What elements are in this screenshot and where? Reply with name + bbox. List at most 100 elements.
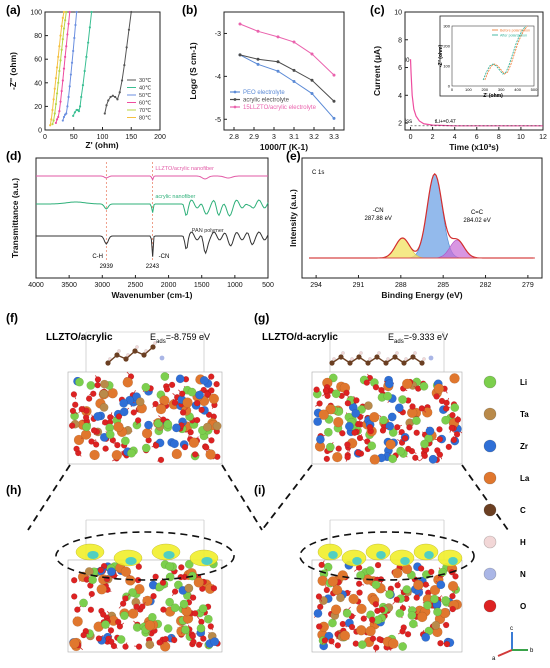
a-xtick-label: 200 [154, 134, 166, 141]
h-struct-atom-o [152, 573, 159, 580]
f-struct-atom-la [122, 377, 133, 388]
i-struct-atom-ta [319, 596, 328, 606]
a-series-point [116, 98, 119, 101]
g-struct-atom-o [436, 426, 443, 433]
h-struct-atom-la [96, 584, 107, 595]
g-struct-mol-atom-h [350, 357, 354, 361]
f-struct-atom-o [157, 456, 165, 464]
f-struct-atom-la [141, 428, 153, 439]
g-struct-mol-atom-h [377, 351, 381, 355]
panel-f-title: LLZTO/acrylic [46, 332, 113, 343]
panel-c-inset [439, 15, 539, 97]
e-annotation-cn-label: -CN [373, 208, 384, 214]
c-ytick-label: 2 [398, 121, 402, 128]
g-struct-atom-zr [387, 412, 397, 422]
g-struct-atom-o [450, 436, 458, 444]
h-struct-atom-li [128, 588, 137, 597]
a-series-point [52, 98, 55, 101]
panel-label-d: (d) [6, 149, 21, 163]
h-struct-atom-li [163, 624, 173, 633]
f-struct-atom-li [86, 381, 96, 390]
h-struct-iso-cyan [87, 551, 99, 559]
h-struct-atom-li [88, 575, 98, 585]
g-struct-atom-o [453, 431, 461, 438]
i-struct-atom-o [393, 596, 401, 603]
g-struct-atom-o [434, 447, 441, 454]
d-series-line-2 [36, 231, 269, 257]
a-ytick-label: 60 [34, 57, 42, 64]
h-struct-atom-o [71, 577, 78, 584]
a-series-point [57, 115, 60, 119]
i-struct-atom-li [423, 600, 432, 610]
a-series-point [77, 110, 81, 113]
f-struct-atom-zr [195, 390, 204, 400]
b-ytick-label: -5 [215, 117, 221, 124]
f-struct-atom-o [204, 390, 211, 398]
b-legend-label: acrylic electrolyte [243, 98, 290, 104]
i-struct-iso-cyan [352, 557, 362, 565]
i-struct-iso-cyan [400, 557, 410, 565]
i-struct-iso-cyan [448, 557, 458, 565]
i-struct-atom-o [373, 644, 380, 651]
a-series-point [61, 16, 64, 19]
f-struct-atom-o [73, 445, 80, 453]
g-struct-atom-o [443, 399, 450, 407]
h-struct-atom-la [120, 566, 132, 577]
a-series-point [107, 99, 110, 102]
a-series-point [51, 123, 54, 126]
g-struct-atom-o [343, 389, 350, 397]
h-struct-atom-o [207, 623, 214, 630]
g-struct-atom-o [405, 445, 412, 453]
g-struct-mol-atom-n [428, 355, 434, 361]
i-struct-atom-zr [436, 580, 446, 590]
f-struct-atom-o [208, 387, 215, 394]
f-struct-atom-zr [171, 423, 181, 433]
panel-label-b: (b) [182, 3, 197, 17]
d-xtick-label: 3000 [94, 282, 110, 289]
c-ytick-label: 8 [398, 37, 402, 44]
b-ytick-label: -3 [215, 31, 221, 38]
legend-label-zr: Zr [520, 442, 528, 451]
i-struct-atom-o [378, 606, 386, 613]
f-struct-atom-la [89, 449, 100, 461]
i-struct-atom-o [428, 568, 435, 576]
f-struct-atom-o [193, 416, 201, 424]
f-struct-atom-o [213, 380, 220, 388]
f-struct-atom-o [85, 395, 93, 402]
panel-b-ylabel: Logσ (S cm-1) [188, 42, 198, 99]
g-struct-atom-o [355, 449, 362, 457]
g-struct-atom-o [448, 424, 455, 432]
f-struct-atom-ta [100, 379, 109, 389]
a-series-point [61, 38, 64, 41]
a-series-point [67, 95, 70, 99]
c-inset-ytick-label: 0 [448, 84, 451, 89]
h-struct-atom-o [135, 563, 143, 570]
g-struct-mol-atom-h [404, 357, 408, 361]
b-series-point [238, 22, 242, 26]
g-struct-atom-o [378, 386, 385, 394]
h-struct-atom-o [189, 633, 197, 640]
c-xtick-label: 4 [453, 134, 457, 141]
i-struct-cell-frame [311, 559, 463, 653]
a-xtick-label: 50 [70, 134, 78, 141]
g-struct-atom-o [316, 400, 323, 407]
i-struct-atom-li [398, 642, 408, 651]
h-struct-atom-o [195, 641, 203, 648]
i-struct-atom-li [357, 640, 367, 650]
h-struct-atom-li [116, 635, 126, 644]
h-struct-atom-li [179, 599, 189, 609]
c-inset-series-line-1 [482, 25, 527, 81]
b-series-point [276, 69, 280, 73]
panel-f-energy: Eads=-8.759 eV [150, 332, 210, 345]
c-xtick-label: 12 [539, 134, 547, 141]
i-struct-atom-o [437, 640, 444, 647]
d-series-label-2: PAN polymer [192, 228, 224, 234]
h-struct-atom-o [135, 643, 143, 650]
f-struct-atom-li [120, 436, 130, 446]
legend-atom-zr [483, 439, 497, 453]
a-series-point [88, 26, 91, 29]
a-series-point [59, 59, 62, 62]
i-struct-atom-li [356, 571, 365, 580]
h-struct-atom-o [119, 600, 127, 607]
